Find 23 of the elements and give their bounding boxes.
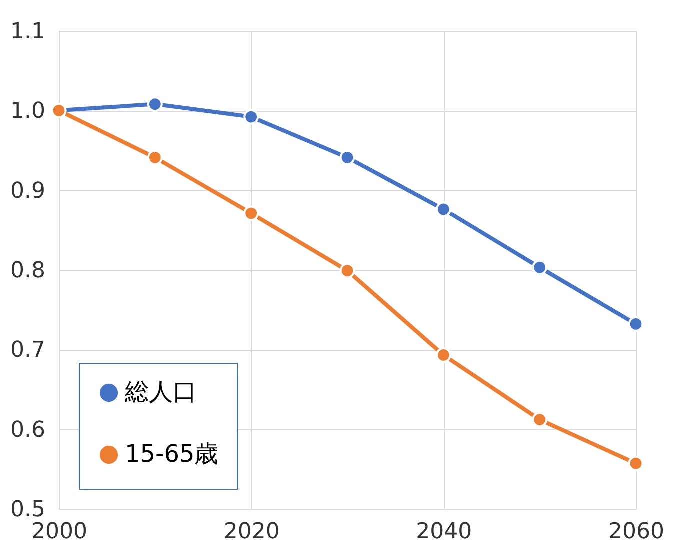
point: [436, 348, 452, 363]
point: [147, 96, 163, 112]
legend-label: 15-65歳: [125, 440, 219, 468]
y-tick-label: 0.5: [10, 498, 46, 522]
point: [628, 456, 644, 472]
x-tick-label: 2060: [608, 520, 664, 544]
y-tick-label: 0.7: [10, 338, 46, 364]
point: [628, 316, 644, 332]
y-tick-label: 1.0: [10, 99, 46, 124]
x-tick-label: 2020: [224, 520, 280, 544]
y-tick-label: 0.6: [10, 418, 46, 443]
x-tick-label: 2000: [32, 520, 88, 544]
point: [340, 263, 356, 278]
y-tick-label: 0.8: [10, 258, 46, 284]
point: [532, 260, 548, 276]
legend-label: 総人口: [124, 378, 197, 406]
point: [532, 412, 548, 428]
y-tick-label: 0.9: [10, 178, 46, 204]
point: [436, 202, 452, 218]
y-tick-label: 1.1: [10, 20, 46, 44]
point: [244, 206, 260, 222]
x-tick-label: 2040: [416, 520, 472, 544]
point: [244, 109, 260, 125]
